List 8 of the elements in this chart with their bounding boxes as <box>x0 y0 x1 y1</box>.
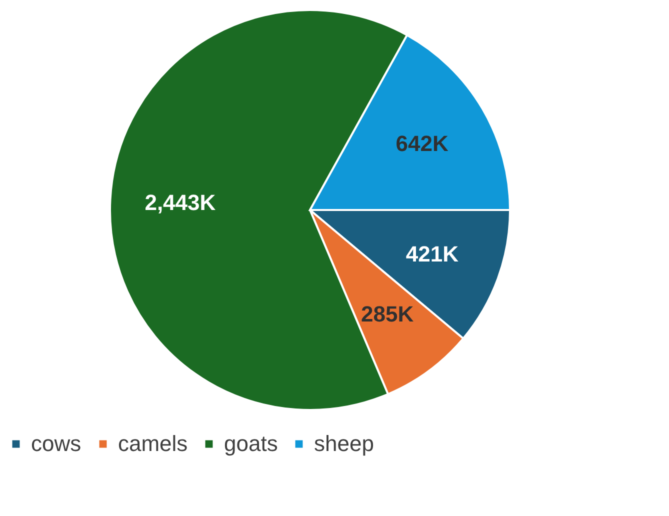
legend-label: sheep <box>314 431 374 456</box>
data-label: 421K <box>406 241 459 266</box>
legend-label: cows <box>31 431 82 456</box>
legend-label: camels <box>118 431 188 456</box>
data-label: 642K <box>396 131 448 156</box>
data-label: 285K <box>361 302 414 327</box>
data-label: 2,443K <box>144 190 216 216</box>
legend-label: goats <box>224 431 278 456</box>
